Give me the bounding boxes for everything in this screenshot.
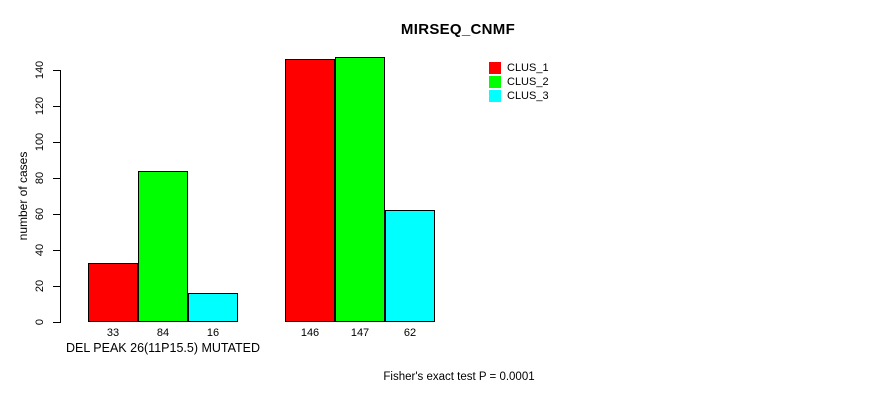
bar-clus_2-group1	[138, 170, 188, 322]
bar-value-label: 146	[300, 327, 320, 339]
y-axis-label: number of cases	[16, 151, 30, 241]
y-tick-label: 120	[34, 96, 46, 116]
y-tick-mark	[53, 70, 60, 71]
legend-item-clus_1: CLUS_1	[489, 62, 549, 74]
y-tick-label: 20	[34, 279, 46, 293]
legend-item-clus_2: CLUS_2	[489, 76, 549, 88]
y-tick-label: 0	[34, 318, 46, 326]
bar-value-label: 84	[156, 327, 170, 339]
bar-value-label: 16	[206, 327, 220, 339]
legend: CLUS_1 CLUS_2 CLUS_3	[489, 62, 549, 104]
bar-value-label: 147	[350, 327, 370, 339]
annotation-text: Fisher's exact test P = 0.0001	[383, 371, 535, 383]
legend-swatch-clus_3	[489, 90, 501, 102]
legend-item-clus_3: CLUS_3	[489, 90, 549, 102]
y-tick-label: 140	[34, 60, 46, 80]
y-tick-mark	[53, 286, 60, 287]
y-tick-mark	[53, 106, 60, 107]
bar-clus_1-group2	[285, 59, 335, 322]
legend-label: CLUS_3	[507, 90, 549, 102]
bar-clus_3-group2	[385, 210, 435, 322]
y-tick-label: 40	[34, 243, 46, 257]
legend-swatch-clus_1	[489, 62, 501, 74]
y-tick-mark	[53, 142, 60, 143]
y-tick-label: 60	[34, 207, 46, 221]
legend-label: CLUS_1	[507, 62, 549, 74]
legend-label: CLUS_2	[507, 76, 549, 88]
bar-clus_3-group1	[188, 293, 238, 322]
y-tick-label: 100	[34, 132, 46, 152]
y-tick-mark	[53, 250, 60, 251]
bar-value-label: 33	[106, 327, 120, 339]
bar-value-label: 62	[403, 327, 417, 339]
y-tick-mark	[53, 214, 60, 215]
bar-clus_1-group1	[88, 262, 138, 322]
x-group-label: DEL PEAK 26(11P15.5) MUTATED	[65, 341, 261, 355]
y-tick-mark	[53, 322, 60, 323]
legend-swatch-clus_2	[489, 76, 501, 88]
chart-title: MIRSEQ_CNMF	[400, 21, 516, 38]
y-tick-label: 80	[34, 171, 46, 185]
y-tick-mark	[53, 178, 60, 179]
y-axis-line	[60, 70, 61, 323]
bar-clus_2-group2	[335, 57, 385, 322]
